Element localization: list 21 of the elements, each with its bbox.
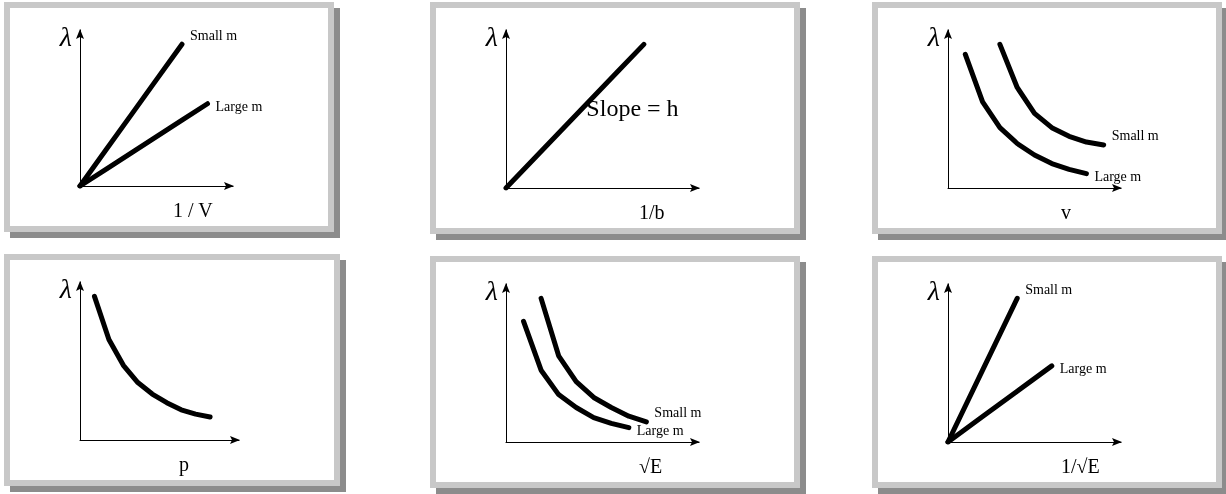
x-axis-title: 1 / V bbox=[173, 199, 214, 221]
x-axis-title: √E bbox=[639, 455, 663, 477]
series-label: Large m bbox=[215, 99, 263, 115]
series-label: Large m bbox=[1094, 169, 1142, 185]
y-axis-title: λ bbox=[926, 274, 940, 306]
y-axis-title: λ bbox=[484, 274, 498, 306]
x-axis-title: 1/b bbox=[639, 201, 665, 223]
series-label: Small m bbox=[1025, 281, 1073, 297]
series-label: Large m bbox=[636, 423, 684, 439]
series-label: Large m bbox=[1059, 361, 1107, 377]
x-axis-title: 1/√E bbox=[1061, 455, 1100, 477]
y-axis-title: λ bbox=[926, 20, 940, 52]
series-label: Small m bbox=[1111, 128, 1159, 144]
x-axis-title: p bbox=[179, 453, 189, 476]
series-label: Small m bbox=[654, 405, 702, 421]
y-axis-title: λ bbox=[58, 20, 72, 52]
x-axis-title: v bbox=[1061, 201, 1071, 223]
y-axis-title: λ bbox=[484, 20, 498, 52]
annotation: Slope = h bbox=[586, 95, 679, 121]
y-axis-title: λ bbox=[58, 272, 72, 304]
series-label: Small m bbox=[190, 27, 238, 43]
